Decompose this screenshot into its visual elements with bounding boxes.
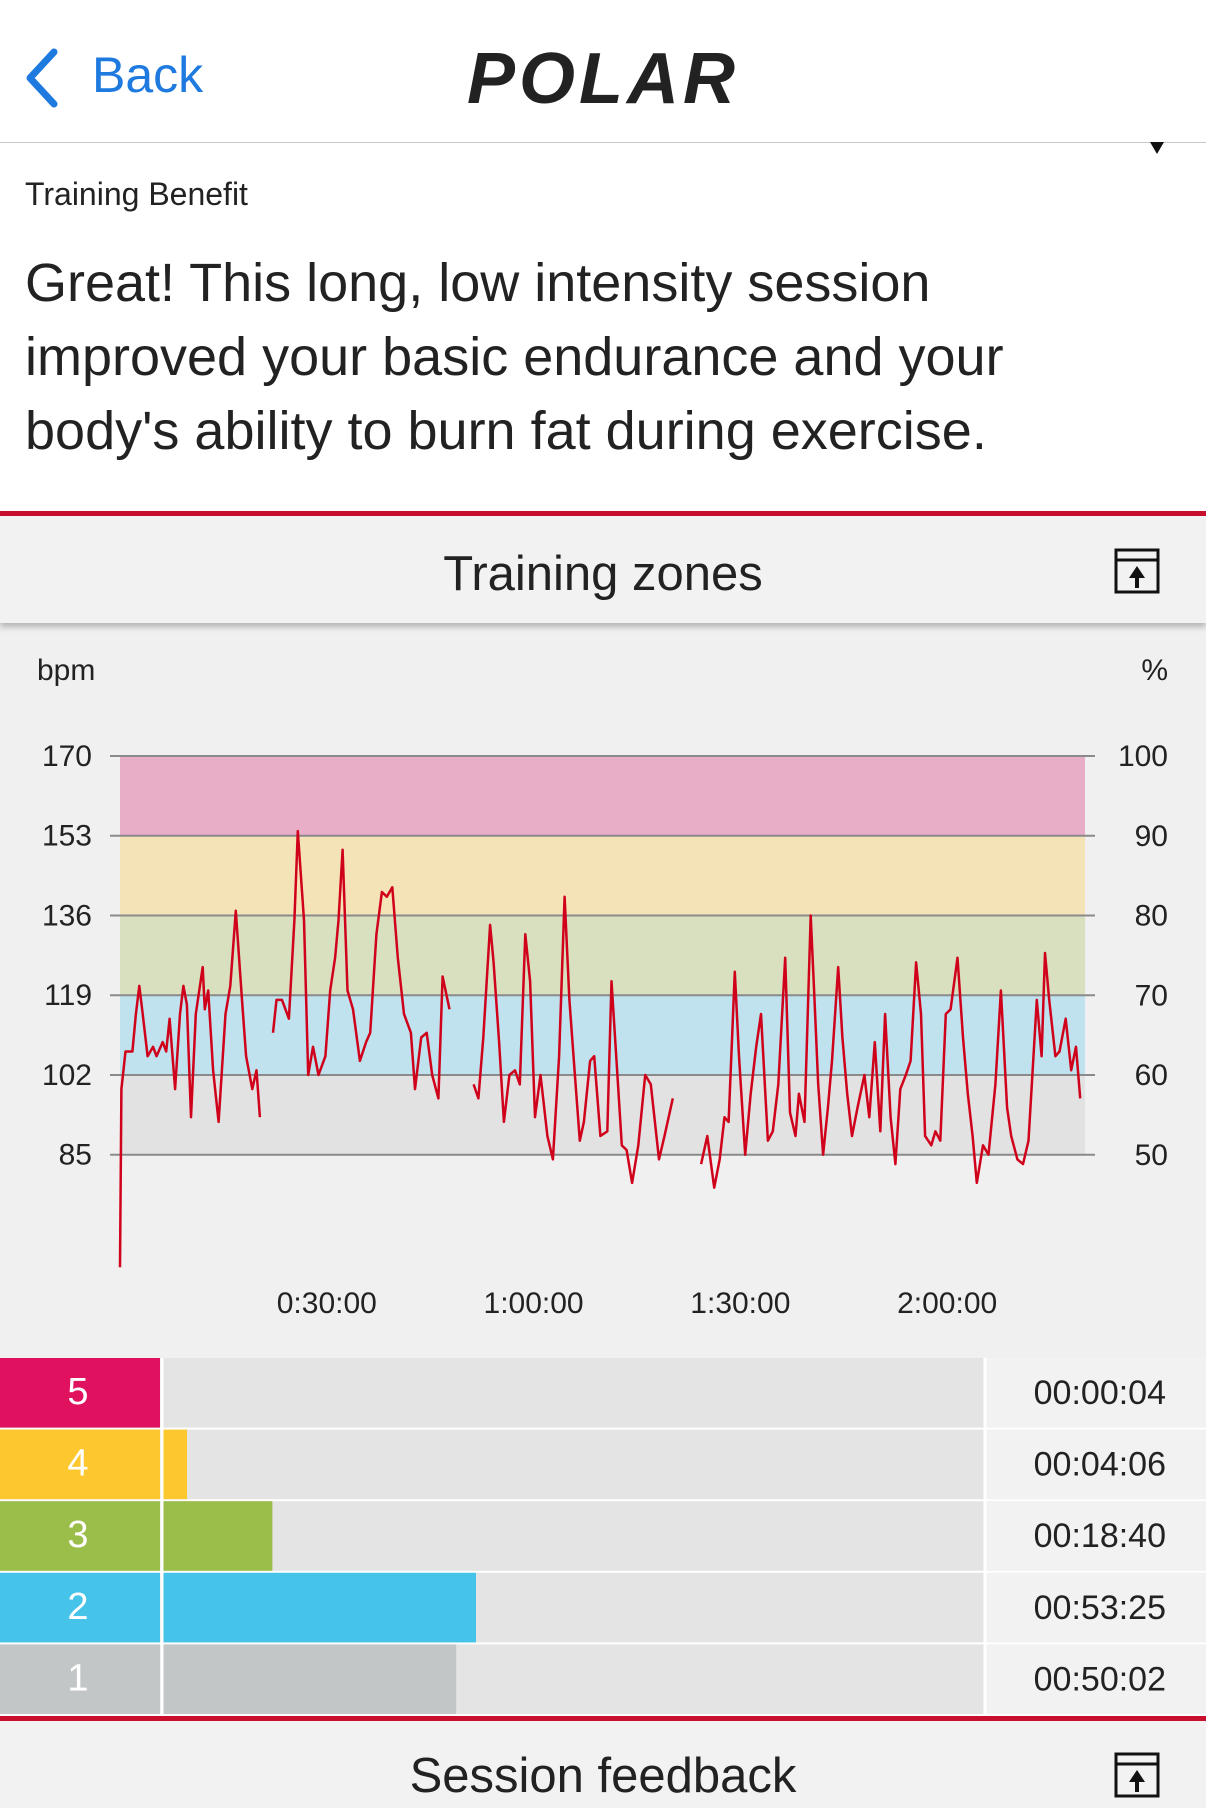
zone-time-cell (986, 1429, 1206, 1500)
x-tick-label: 1:30:00 (690, 1287, 790, 1320)
zone-bar (163, 1572, 476, 1643)
zone-time-cell (986, 1501, 1206, 1571)
y-tick-label: 153 (42, 820, 92, 853)
zone-time-cell (986, 1644, 1206, 1714)
zone-band (120, 915, 1085, 996)
zone-time: 00:18:40 (1034, 1517, 1166, 1555)
benefit-text: Great! This long, low intensity session … (25, 253, 1004, 461)
section-label: Training Benefit (25, 176, 248, 212)
zone-time: 00:00:04 (1034, 1374, 1166, 1412)
y2-axis-label: % (1141, 654, 1168, 687)
zone-number: 5 (67, 1371, 88, 1413)
zone-bar (163, 1429, 188, 1500)
zone-time-cell (986, 1358, 1206, 1428)
zone-time: 00:50:02 (1034, 1660, 1166, 1698)
y-tick-label: 170 (42, 740, 92, 773)
zone-bar (163, 1644, 457, 1714)
zone-number: 3 (67, 1514, 88, 1556)
x-tick-label: 2:00:00 (897, 1287, 997, 1320)
zone-time-cell (986, 1572, 1206, 1643)
y-axis-label: bpm (37, 654, 95, 687)
zone-number: 4 (67, 1443, 88, 1485)
y2-tick-label: 60 (1135, 1059, 1168, 1092)
y-tick-label: 102 (42, 1059, 92, 1092)
zone-time: 00:53:25 (1034, 1589, 1166, 1627)
zone-number-box (0, 1501, 160, 1571)
y2-tick-label: 70 (1135, 979, 1168, 1012)
zone-number-box (0, 1358, 160, 1428)
logo: POLAR (467, 39, 739, 119)
chart: bpm %8510211913615317050607080901000:30:0… (0, 623, 1206, 1716)
zone-number-box (0, 1572, 160, 1643)
section-title: Training zones (443, 547, 763, 601)
y2-tick-label: 100 (1118, 740, 1168, 773)
divider (0, 511, 1206, 516)
expand-icon[interactable] (1114, 1752, 1160, 1798)
section-header[interactable] (0, 1721, 1206, 1808)
zone-band (120, 995, 1085, 1075)
section-header[interactable] (0, 516, 1206, 623)
heart-rate-line (118, 829, 1082, 1268)
y-tick-label: 119 (44, 979, 92, 1012)
zone-bar (163, 1501, 273, 1571)
zone-band (120, 835, 1085, 916)
zone-number: 2 (67, 1586, 88, 1628)
y-tick-label: 136 (42, 899, 92, 932)
back-button[interactable]: Back (92, 47, 204, 103)
divider (0, 1716, 1206, 1721)
back-chevron[interactable] (22, 48, 62, 108)
y-tick-label: 85 (59, 1139, 92, 1172)
y2-tick-label: 90 (1135, 820, 1168, 853)
y2-tick-label: 50 (1135, 1139, 1168, 1172)
y2-tick-label: 80 (1135, 900, 1168, 933)
zone-band (120, 756, 1085, 836)
zone-number-box (0, 1429, 160, 1500)
zone-number: 1 (67, 1657, 88, 1699)
x-tick-label: 1:00:00 (484, 1287, 584, 1320)
expand-icon[interactable] (1114, 548, 1160, 594)
dropdown-arrow[interactable] (1148, 142, 1166, 156)
zone-number-box (0, 1644, 160, 1714)
zone-time: 00:04:06 (1034, 1446, 1166, 1484)
section-title: Session feedback (409, 1749, 797, 1803)
x-tick-label: 0:30:00 (277, 1287, 377, 1320)
nav-bar (0, 0, 1206, 143)
